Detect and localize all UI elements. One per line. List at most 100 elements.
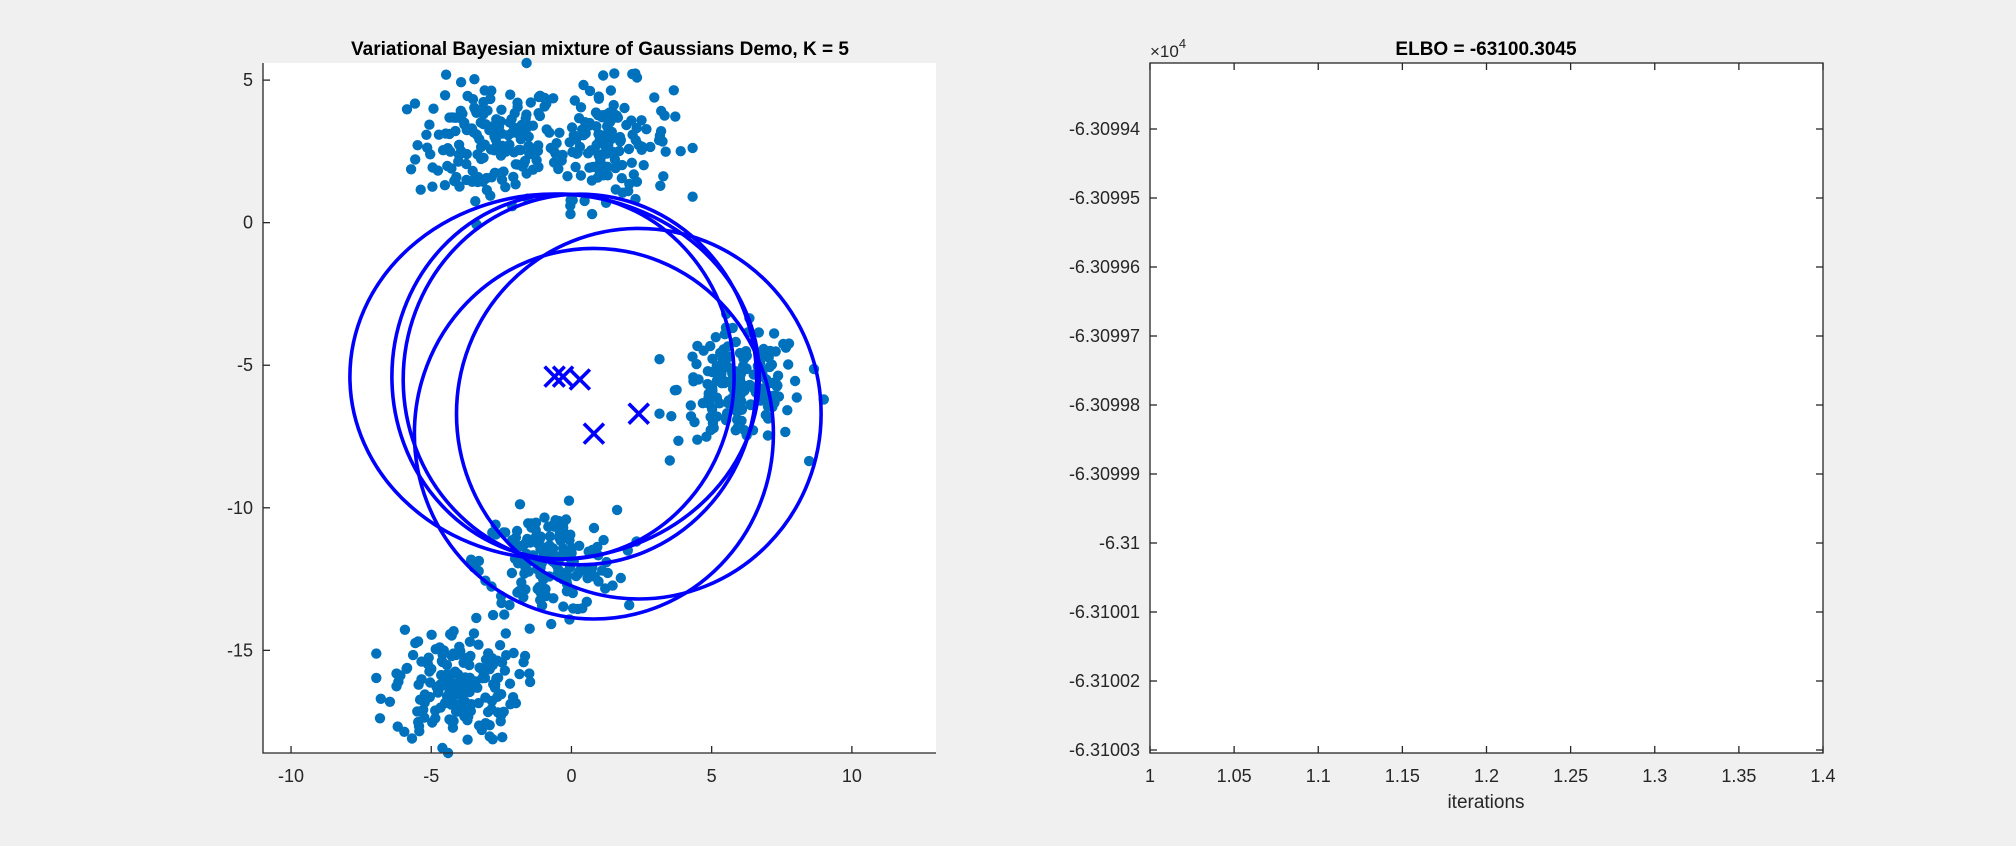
y-tick-label: -6.31001 [1069, 602, 1140, 622]
data-point [701, 431, 712, 442]
y-axis-ticks: 5 0 -5 -10 -15 [227, 70, 270, 660]
data-point [789, 375, 801, 387]
data-point [593, 93, 605, 105]
data-point [462, 734, 473, 745]
data-point [371, 672, 382, 684]
data-point [685, 400, 696, 411]
data-point [609, 68, 620, 79]
data-point [654, 130, 666, 141]
data-point [630, 135, 641, 146]
data-point [565, 208, 576, 220]
data-point [588, 522, 600, 534]
data-point [476, 724, 487, 736]
data-point [401, 662, 413, 674]
y-tick-label: 0 [243, 213, 253, 233]
data-point [432, 165, 444, 176]
data-point [649, 92, 660, 103]
data-point [486, 172, 497, 183]
data-point [539, 512, 550, 523]
data-point [735, 369, 746, 380]
data-point [607, 580, 618, 591]
data-point [567, 195, 578, 206]
data-point [705, 388, 717, 399]
data-point [594, 167, 606, 178]
elbo-axes: 1 1.05 1.1 1.15 1.2 1.25 1.3 1.35 1.4 -6.30994-6… [1069, 36, 1836, 813]
data-point [558, 522, 569, 533]
data-point [527, 164, 539, 175]
data-point [780, 342, 792, 353]
y-tick-label: -6.30999 [1069, 464, 1140, 484]
data-point [782, 405, 793, 416]
data-point [412, 140, 423, 151]
data-point [504, 678, 516, 689]
x-tick-label: 1.4 [1810, 766, 1835, 786]
data-point [605, 85, 617, 96]
data-point [450, 666, 461, 677]
data-point [384, 696, 396, 707]
data-point [772, 370, 784, 381]
data-point [480, 692, 491, 703]
data-point [494, 640, 506, 651]
y-tick-label: -6.31003 [1069, 740, 1140, 760]
data-point [623, 143, 635, 155]
y-tick-label: -6.30994 [1069, 119, 1140, 139]
data-point [427, 717, 438, 728]
data-point [570, 570, 582, 582]
elbo-chart-title: ELBO = -63100.3045 [1395, 39, 1577, 60]
data-point [654, 408, 665, 419]
data-point [479, 85, 490, 96]
data-point [584, 162, 595, 173]
data-point [392, 721, 403, 732]
data-point [480, 663, 491, 674]
x-tick-label: 10 [842, 766, 862, 786]
data-point [626, 157, 637, 168]
data-point [435, 679, 447, 690]
data-point [631, 72, 643, 83]
data-point [615, 572, 626, 584]
data-point [484, 731, 495, 742]
data-point [421, 129, 432, 140]
data-point [631, 122, 642, 134]
data-point [773, 391, 785, 402]
data-point [510, 698, 522, 709]
data-point [524, 668, 535, 679]
data-point [442, 668, 453, 680]
data-point [457, 705, 468, 717]
data-point [660, 146, 671, 157]
data-point [586, 175, 598, 186]
data-point [498, 166, 509, 177]
data-point [455, 105, 466, 117]
data-point [512, 128, 523, 139]
data-point [525, 97, 536, 108]
data-point [524, 536, 536, 548]
x-tick-label: 1.3 [1642, 766, 1667, 786]
x-tick-label: 1 [1145, 766, 1155, 786]
data-point [495, 710, 507, 721]
data-point [659, 110, 670, 121]
exponent-base: ×10 [1150, 42, 1179, 61]
component-ellipse [412, 246, 776, 621]
data-point [575, 170, 587, 181]
data-point [564, 137, 575, 148]
data-point [470, 196, 481, 207]
data-point [427, 181, 438, 192]
data-point [489, 131, 500, 142]
data-point [687, 351, 698, 362]
x-tick-label: 1.15 [1385, 766, 1420, 786]
data-point [425, 677, 436, 688]
data-point [708, 422, 719, 434]
data-point [391, 681, 402, 692]
data-point [461, 124, 472, 136]
data-point [562, 171, 573, 182]
data-point [758, 343, 769, 355]
data-point [524, 676, 536, 688]
y-tick-label: -6.31002 [1069, 671, 1140, 691]
data-point [413, 679, 424, 690]
data-point [570, 161, 581, 173]
x-tick-label: -10 [278, 766, 304, 786]
data-point [530, 524, 541, 536]
data-point [455, 77, 467, 88]
data-point [461, 148, 472, 160]
x-tick-label: 1.25 [1553, 766, 1588, 786]
data-point [584, 117, 595, 129]
